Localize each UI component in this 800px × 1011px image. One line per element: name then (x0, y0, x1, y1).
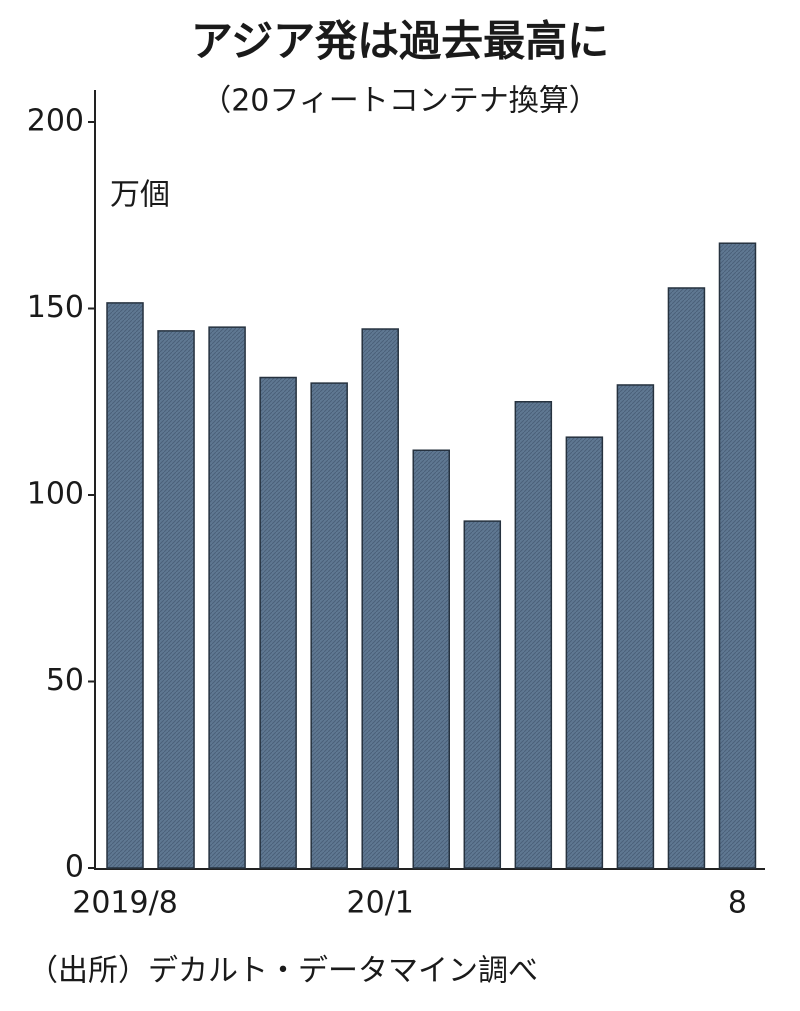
x-tick-label: 20/1 (347, 886, 414, 921)
source-note: （出所）デカルト・データマイン調べ (28, 954, 538, 989)
bar (208, 326, 246, 869)
bar (361, 328, 399, 869)
bar (463, 520, 502, 869)
unit-label: 万個 (110, 178, 170, 213)
bar (259, 376, 297, 869)
bar (157, 330, 195, 869)
bar (412, 449, 450, 869)
bar (106, 302, 144, 869)
chart-title: アジア発は過去最高に (191, 17, 609, 66)
x-tick-label: 8 (728, 886, 747, 921)
y-tick-label: 50 (46, 663, 84, 698)
bar (718, 242, 757, 869)
chart-subtitle: （20フィートコンテナ換算） (201, 84, 599, 119)
bar (310, 382, 348, 869)
y-tick-label: 150 (27, 290, 84, 325)
bar (667, 287, 706, 869)
y-tick-label: 0 (65, 850, 84, 885)
bar (514, 401, 553, 869)
y-tick-label: 200 (27, 104, 84, 139)
bar (616, 384, 655, 869)
y-tick-label: 100 (27, 477, 84, 512)
bar (565, 436, 604, 869)
x-tick-label: 2019/8 (72, 886, 178, 921)
